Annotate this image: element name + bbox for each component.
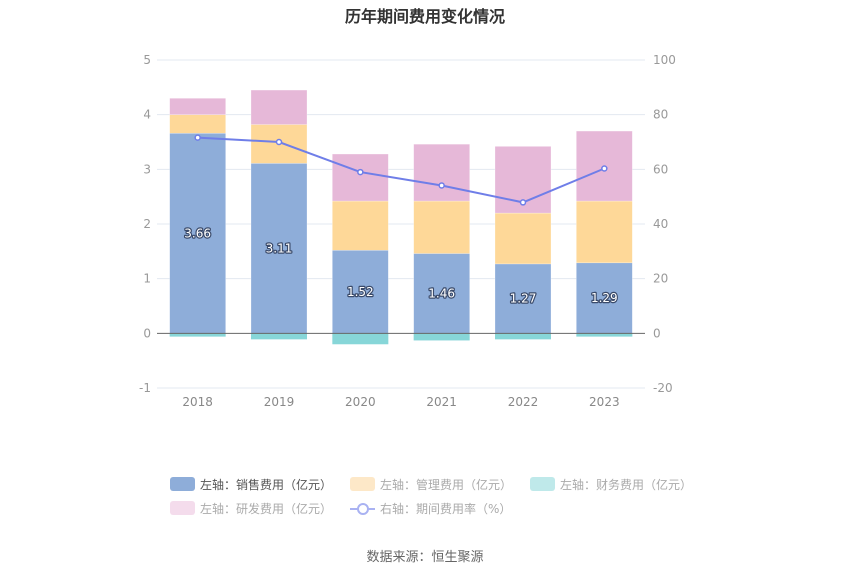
right-axis-tick-label: 0	[653, 326, 661, 340]
bar-management	[169, 114, 226, 134]
left-axis-tick-label: 0	[143, 326, 151, 340]
bar-management	[332, 200, 389, 251]
bar-rnd	[413, 143, 470, 202]
bar-sales	[494, 263, 552, 334]
sales-data-label: 1.52	[347, 285, 374, 299]
sales-data-label: 3.66	[184, 226, 211, 240]
x-axis-ticks: 2018 2019 2020 2021 2022 2023	[182, 395, 619, 409]
legend-swatch-finance	[530, 477, 556, 491]
data-labels: 3.66 3.11 1.52 1.46 1.27 1.29	[183, 225, 619, 307]
sales-data-label: 1.27	[510, 292, 537, 306]
bar-management	[413, 200, 470, 254]
right-axis-ticks: 100 80 60 40 20 0 -20	[653, 53, 676, 395]
bar-finance	[251, 333, 307, 340]
sales-data-label: 1.29	[591, 291, 618, 305]
legend-item-finance[interactable]: 左轴：财务费用（亿元）	[530, 476, 692, 493]
legend-label: 右轴：期间费用率（%）	[380, 501, 512, 516]
legend-swatch-rnd	[170, 501, 195, 515]
ratio-point	[438, 182, 445, 189]
ratio-point	[357, 168, 364, 176]
legend-label: 左轴：管理费用（亿元）	[380, 477, 513, 492]
left-axis-tick-label: 1	[143, 272, 151, 286]
ratio-point	[194, 134, 201, 141]
bar-sales	[413, 253, 470, 334]
legend-label: 左轴：研发费用（亿元）	[200, 501, 333, 516]
legend-line-marker-icon	[350, 501, 376, 515]
bar-management	[576, 200, 633, 264]
data-source: 数据来源：恒生聚源	[366, 550, 484, 565]
bar-finance	[413, 333, 470, 341]
bar-series	[169, 89, 633, 345]
right-axis-tick-label: 80	[653, 108, 668, 122]
right-axis-tick-label: 40	[653, 217, 668, 231]
right-axis-tick-label: 20	[653, 272, 668, 286]
legend-label: 左轴：销售费用（亿元）	[200, 477, 333, 492]
bar-sales	[250, 163, 308, 334]
bar-rnd	[576, 130, 633, 202]
sales-data-label: 1.46	[428, 286, 455, 300]
right-axis-tick-label: 60	[653, 162, 668, 176]
bar-management	[494, 212, 552, 265]
bar-finance	[332, 333, 389, 345]
left-axis-ticks: 5 4 3 2 1 0 -1	[139, 53, 151, 395]
left-axis-tick-label: 3	[143, 162, 151, 176]
legend-swatch-sales	[170, 477, 195, 491]
bar-finance	[495, 333, 551, 340]
ratio-line	[197, 136, 605, 204]
bar-finance	[576, 333, 633, 337]
x-axis-tick-label: 2019	[264, 395, 295, 409]
chart-title: 历年期间费用变化情况	[344, 7, 505, 26]
bar-finance	[169, 333, 226, 337]
ratio-point	[519, 199, 527, 206]
bar-sales	[169, 133, 226, 334]
legend-swatch-management	[350, 477, 376, 491]
right-axis-tick-label: -20	[653, 381, 673, 395]
bar-sales	[332, 249, 389, 334]
grid-lines	[157, 59, 645, 389]
x-axis-tick-label: 2020	[345, 395, 376, 409]
legend-label: 左轴：财务费用（亿元）	[560, 477, 693, 492]
x-axis-tick-label: 2018	[182, 395, 213, 409]
ratio-point	[601, 165, 608, 172]
left-axis-tick-label: 5	[143, 53, 151, 67]
legend-item-management[interactable]: 左轴：管理费用（亿元）	[350, 476, 512, 493]
left-axis-tick-label: 4	[143, 108, 151, 122]
bar-rnd	[169, 98, 226, 115]
right-axis-tick-label: 100	[653, 53, 676, 67]
x-axis-tick-label: 2021	[426, 395, 457, 409]
legend-item-ratio[interactable]: 右轴：期间费用率（%）	[350, 500, 511, 517]
bar-rnd	[332, 153, 389, 202]
x-axis-tick-label: 2023	[589, 395, 620, 409]
ratio-line-series	[194, 134, 608, 206]
x-axis-tick-label: 2022	[508, 395, 539, 409]
left-axis-tick-label: 2	[143, 217, 151, 231]
sales-data-label: 3.11	[266, 241, 293, 255]
legend-item-rnd[interactable]: 左轴：研发费用（亿元）	[170, 500, 332, 517]
bar-rnd	[250, 89, 308, 125]
ratio-point	[275, 138, 283, 146]
chart-legend: 左轴：销售费用（亿元） 左轴：管理费用（亿元） 左轴：财务费用（亿元） 左轴：研…	[170, 472, 692, 520]
legend-item-sales[interactable]: 左轴：销售费用（亿元）	[170, 476, 332, 493]
left-axis-tick-label: -1	[139, 381, 151, 395]
chart-plot: 5 4 3 2 1 0 -1 100 80 60 40 20 0 -20 2018 2019 2020 202…	[139, 53, 676, 409]
bar-sales	[576, 262, 633, 334]
